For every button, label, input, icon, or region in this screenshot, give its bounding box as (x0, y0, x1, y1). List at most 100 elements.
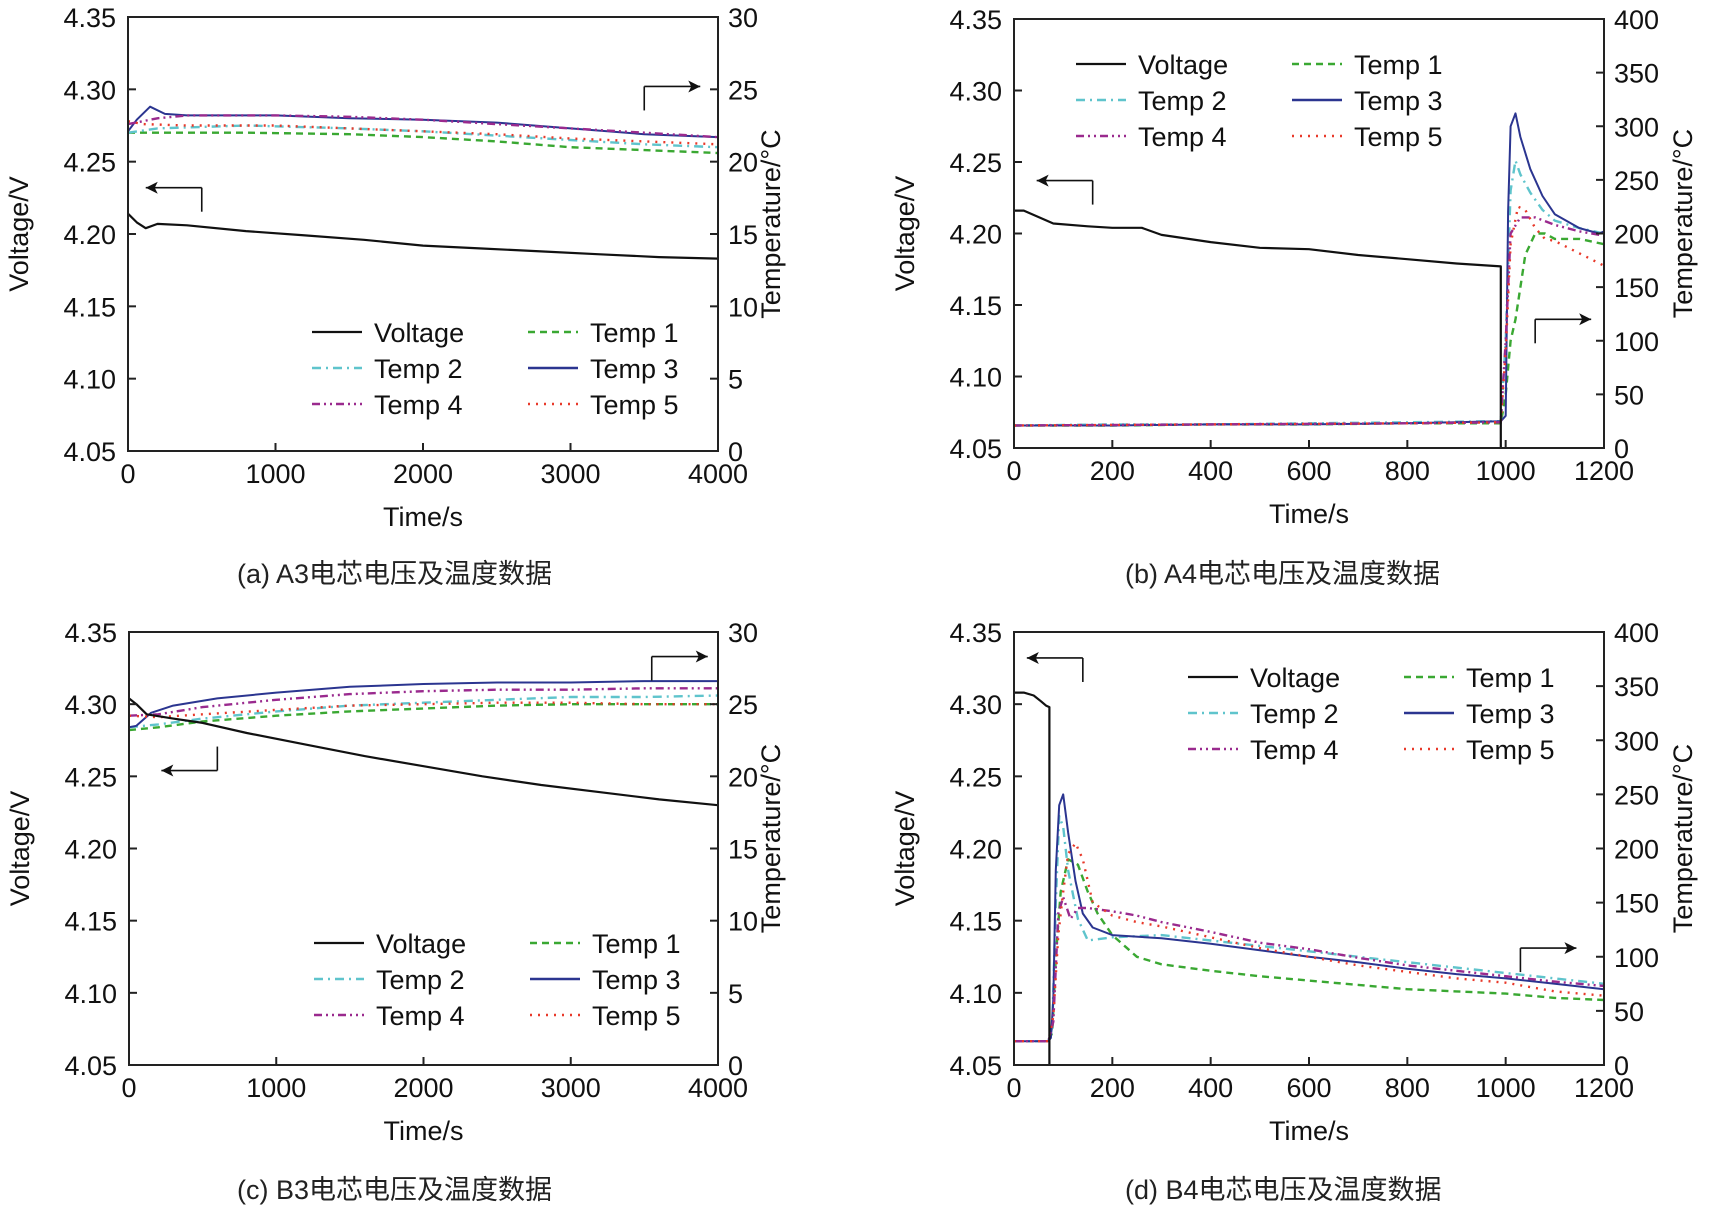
series-voltage (1014, 691, 1051, 1065)
legend-label: Temp 1 (1466, 663, 1555, 693)
legend-item: Temp 1 (528, 318, 679, 348)
y2-axis-label: Temperature/°C (756, 744, 786, 933)
legend-item: Temp 3 (1404, 699, 1555, 729)
legend-item: Temp 2 (314, 965, 465, 995)
x-tick-label: 4000 (688, 1073, 748, 1103)
x-tick-label: 600 (1286, 1073, 1331, 1103)
legend-item: Temp 2 (1076, 86, 1227, 116)
y2-tick-label: 400 (1614, 5, 1659, 35)
x-tick-label: 200 (1090, 1073, 1135, 1103)
y2-tick-label: 25 (728, 690, 758, 720)
y-tick-label: 4.20 (949, 835, 1002, 865)
y-tick-label: 4.20 (63, 220, 116, 250)
y2-tick-label: 300 (1614, 112, 1659, 142)
y2-tick-label: 350 (1614, 59, 1659, 89)
legend-item: Temp 4 (1188, 735, 1339, 765)
series-temp-5 (1014, 841, 1604, 1043)
left-arrow-head (1036, 174, 1049, 187)
legend-item: Voltage (1076, 50, 1228, 80)
right-arrow-head (695, 650, 708, 663)
series-group (128, 105, 718, 260)
right-arrow-head (1579, 313, 1592, 326)
y-tick-label: 4.15 (63, 292, 116, 322)
legend: Voltage Temp 1 Temp 2 Temp 3 Temp 4 Temp 5 (1188, 663, 1555, 765)
series-temp-4 (1014, 216, 1604, 427)
y-tick-label: 4.10 (64, 979, 117, 1009)
x-tick-label: 1000 (245, 459, 305, 489)
legend-item: Temp 2 (1188, 699, 1339, 729)
series-temp-3 (1014, 112, 1604, 427)
legend-item: Voltage (1188, 663, 1340, 693)
y2-tick-label: 30 (728, 3, 758, 33)
x-axis-label: Time/s (384, 1116, 464, 1146)
legend: Voltage Temp 1 Temp 2 Temp 3 Temp 4 Temp 5 (314, 929, 681, 1031)
y-tick-label: 4.35 (63, 3, 116, 33)
y-tick-label: 4.35 (949, 5, 1002, 35)
series-group (1014, 112, 1604, 448)
legend-item: Temp 5 (528, 390, 679, 420)
series-temp-2 (1014, 159, 1604, 427)
series-voltage (1014, 209, 1502, 448)
y2-tick-label: 5 (728, 979, 743, 1009)
series-temp-2 (129, 694, 718, 729)
y2-tick-label: 100 (1614, 327, 1659, 357)
y2-tick-label: 150 (1614, 273, 1659, 303)
x-tick-label: 800 (1385, 456, 1430, 486)
y-tick-label: 4.20 (949, 220, 1002, 250)
y2-tick-label: 0 (728, 1051, 743, 1081)
y-axis-label: Voltage/V (5, 791, 35, 907)
y-axis-label: Voltage/V (890, 791, 920, 907)
legend-item: Temp 2 (312, 354, 463, 384)
legend-item: Voltage (312, 318, 464, 348)
legend-label: Temp 3 (590, 354, 679, 384)
legend-item: Temp 5 (530, 1001, 681, 1031)
legend-label: Temp 3 (592, 965, 681, 995)
legend-label: Temp 5 (590, 390, 679, 420)
y-tick-label: 4.35 (64, 618, 117, 648)
y-tick-label: 4.30 (949, 690, 1002, 720)
right-axis-arrow-icon (1519, 942, 1577, 973)
legend-label: Temp 2 (376, 965, 465, 995)
y-tick-label: 4.10 (949, 363, 1002, 393)
legend-label: Temp 2 (1250, 699, 1339, 729)
y-tick-label: 4.05 (949, 1051, 1002, 1081)
left-arrow-head (145, 181, 158, 194)
x-axis-label: Time/s (1269, 499, 1349, 529)
legend-item: Temp 3 (1292, 86, 1443, 116)
y-tick-label: 4.15 (949, 907, 1002, 937)
series-temp-5 (129, 701, 718, 719)
x-tick-label: 4000 (688, 459, 748, 489)
legend-label: Temp 2 (1138, 86, 1227, 116)
left-arrow-head (1026, 651, 1039, 664)
y2-tick-label: 10 (728, 292, 758, 322)
caption-d: (d) B4电芯电压及温度数据 (1125, 1175, 1442, 1205)
series-temp-4 (129, 687, 718, 717)
x-tick-label: 1000 (1476, 456, 1536, 486)
y-tick-label: 4.05 (949, 434, 1002, 464)
y-tick-label: 4.20 (64, 835, 117, 865)
series-voltage (128, 212, 718, 260)
series-temp-1 (1014, 232, 1604, 427)
left-axis-arrow-icon (145, 181, 203, 212)
series-temp-5 (128, 120, 718, 146)
x-axis-label: Time/s (1269, 1116, 1349, 1146)
y2-tick-label: 300 (1614, 726, 1659, 756)
y2-tick-label: 150 (1614, 889, 1659, 919)
legend-label: Temp 5 (592, 1001, 681, 1031)
series-temp-2 (128, 124, 718, 149)
y-tick-label: 4.05 (63, 437, 116, 467)
series-group (129, 680, 718, 807)
y-tick-label: 4.25 (949, 148, 1002, 178)
caption-c: (c) B3电芯电压及温度数据 (237, 1175, 553, 1205)
x-tick-label: 0 (1006, 456, 1021, 486)
left-axis-arrow-icon (161, 746, 219, 777)
legend-label: Temp 2 (374, 354, 463, 384)
y2-tick-label: 15 (728, 220, 758, 250)
y2-tick-label: 15 (728, 835, 758, 865)
y2-tick-label: 0 (1614, 1051, 1629, 1081)
x-tick-label: 400 (1188, 456, 1233, 486)
x-tick-label: 1000 (1476, 1073, 1536, 1103)
caption-b: (b) A4电芯电压及温度数据 (1125, 559, 1441, 589)
series-temp-1 (128, 131, 718, 155)
legend-label: Temp 4 (374, 390, 463, 420)
